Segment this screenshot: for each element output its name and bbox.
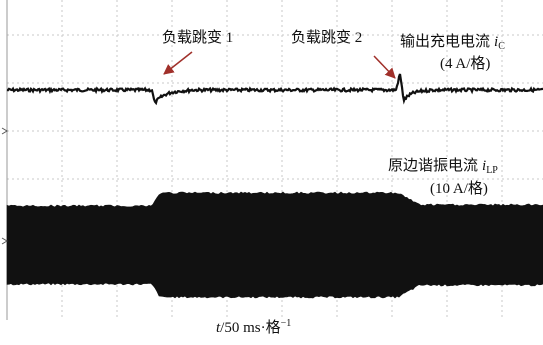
label-text: 原边谐振电流 <box>388 157 478 174</box>
annotation: 负载跳变 2 <box>291 29 362 46</box>
trace-scale: (4 A/格) <box>440 55 490 72</box>
subscript: LP <box>486 165 498 176</box>
superscript: −1 <box>281 318 292 329</box>
x-axis-label: t/50 ms·格−1 <box>216 318 291 336</box>
resonant-current-trace <box>7 192 543 298</box>
label-text: /50 ms·格 <box>220 319 280 336</box>
annotation: 负载跳变 1 <box>162 29 233 46</box>
oscilloscope-screenshot: 负载跳变 1 负载跳变 2 输出充电电流iC (4 A/格) 原边谐振电流iLP… <box>0 0 543 345</box>
subscript: C <box>498 41 505 52</box>
label-text: 输出充电电流 <box>400 33 490 50</box>
trace-scale: (10 A/格) <box>430 180 488 197</box>
